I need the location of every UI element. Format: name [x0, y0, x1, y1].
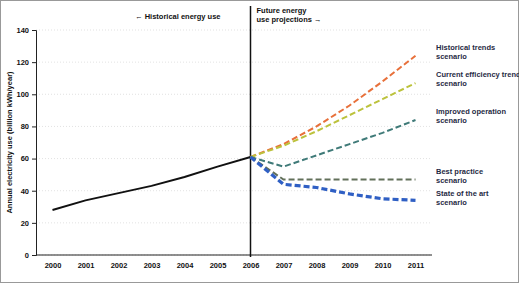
- grid: [36, 30, 432, 255]
- grid-line: [36, 94, 432, 95]
- series-line: [251, 56, 416, 157]
- x-tick-label: 2011: [408, 261, 424, 270]
- series-label-line: Historical trends: [436, 43, 495, 52]
- series-line: [251, 157, 416, 200]
- x-tick-label: 2002: [111, 261, 128, 270]
- x-tick: 2007: [276, 255, 293, 270]
- x-tick: 2001: [78, 255, 95, 270]
- annotation: ← Historical energy use: [135, 12, 220, 21]
- y-axis-title: Annual electricity use (billion kWh/year…: [5, 71, 14, 214]
- y-tick-mark: [32, 159, 36, 160]
- series-line: [251, 83, 416, 157]
- annotation-line: Future energy: [257, 6, 308, 15]
- y-tick-label: 20: [21, 219, 29, 228]
- x-tick: 2005: [210, 255, 227, 270]
- y-tick: 40: [21, 187, 36, 196]
- x-tick-label: 2001: [78, 261, 95, 270]
- x-axis: 2000 2001 2002 2003 2004 2005 2006 2007 2008 2009…: [36, 255, 432, 270]
- y-tick-label: 0: [25, 251, 29, 260]
- x-tick: 2003: [144, 255, 161, 270]
- lines: [53, 56, 416, 210]
- series-line: [251, 120, 416, 167]
- x-tick: 2004: [177, 255, 195, 270]
- series-label-line: scenario: [436, 79, 467, 88]
- x-tick-label: 2006: [243, 261, 260, 270]
- y-tick-label: 60: [21, 154, 29, 163]
- series-label: Current efficiency trendsscenario: [436, 70, 519, 88]
- series-label: Improved operationscenario: [436, 107, 506, 125]
- y-tick-mark: [32, 191, 36, 192]
- x-tick-label: 2004: [177, 261, 195, 270]
- x-tick-label: 2008: [309, 261, 326, 270]
- y-tick-label: 120: [16, 58, 29, 67]
- grid-line: [36, 222, 432, 223]
- series-label-line: scenario: [436, 176, 467, 185]
- divider-line: [250, 6, 252, 257]
- y-tick: 80: [21, 122, 36, 131]
- y-tick: 20: [21, 219, 36, 228]
- x-tick: 2002: [111, 255, 128, 270]
- x-tick: 2008: [309, 255, 326, 270]
- series-label: State of the artscenario: [436, 189, 489, 207]
- grid-line: [36, 190, 432, 191]
- series-label-line: scenario: [436, 116, 467, 125]
- frame: [1, 1, 519, 283]
- y-tick-mark: [32, 126, 36, 127]
- y-axis: 0 20 40 60 80 100 120 140: [16, 26, 36, 260]
- y-tick-label: 40: [21, 187, 29, 196]
- y-tick-mark: [32, 62, 36, 63]
- annotation: Future energyuse projections →: [257, 6, 322, 24]
- y-tick-label: 140: [16, 26, 29, 35]
- series-label-line: scenario: [436, 198, 467, 207]
- x-tick: 2011: [408, 255, 424, 270]
- grid-line: [36, 30, 432, 31]
- series-label-line: State of the art: [436, 189, 489, 198]
- x-tick: 2000: [45, 255, 62, 270]
- x-tick-label: 2009: [342, 261, 359, 270]
- y-tick: 140: [16, 26, 36, 35]
- x-tick-label: 2000: [45, 261, 62, 270]
- series-label-line: Current efficiency trends: [436, 70, 519, 79]
- grid-line: [36, 62, 432, 63]
- series-line: [53, 157, 251, 210]
- y-tick-mark: [32, 94, 36, 95]
- y-tick-label: 80: [21, 122, 29, 131]
- series-label-line: Best practice: [436, 167, 483, 176]
- x-tick-label: 2010: [375, 261, 392, 270]
- y-axis-line: [32, 31, 37, 256]
- y-tick: 60: [21, 154, 36, 163]
- series-label: Best practicescenario: [436, 167, 483, 185]
- y-tick: 0: [25, 251, 36, 260]
- x-axis-line: [36, 255, 432, 256]
- y-tick: 120: [16, 58, 36, 67]
- grid-line: [36, 158, 432, 159]
- y-tick-label: 100: [16, 90, 29, 99]
- series-label-line: Improved operation: [436, 107, 506, 116]
- x-tick-label: 2007: [276, 261, 293, 270]
- annotation-line: use projections →: [257, 15, 322, 24]
- chart: 0204060801001201402000200120022003200420…: [0, 0, 519, 283]
- y-tick: 100: [16, 90, 36, 99]
- grid-line: [36, 255, 432, 256]
- series-label-line: scenario: [436, 52, 467, 61]
- y-tick-mark: [32, 30, 36, 31]
- y-tick-mark: [32, 255, 36, 256]
- x-tick-label: 2005: [210, 261, 227, 270]
- series-label: Historical trendsscenario: [436, 43, 495, 61]
- grid-line: [36, 126, 432, 127]
- x-tick: 2010: [375, 255, 392, 270]
- y-tick-mark: [32, 223, 36, 224]
- x-tick-label: 2003: [144, 261, 161, 270]
- x-tick: 2009: [342, 255, 359, 270]
- x-tick: 2006: [243, 255, 260, 270]
